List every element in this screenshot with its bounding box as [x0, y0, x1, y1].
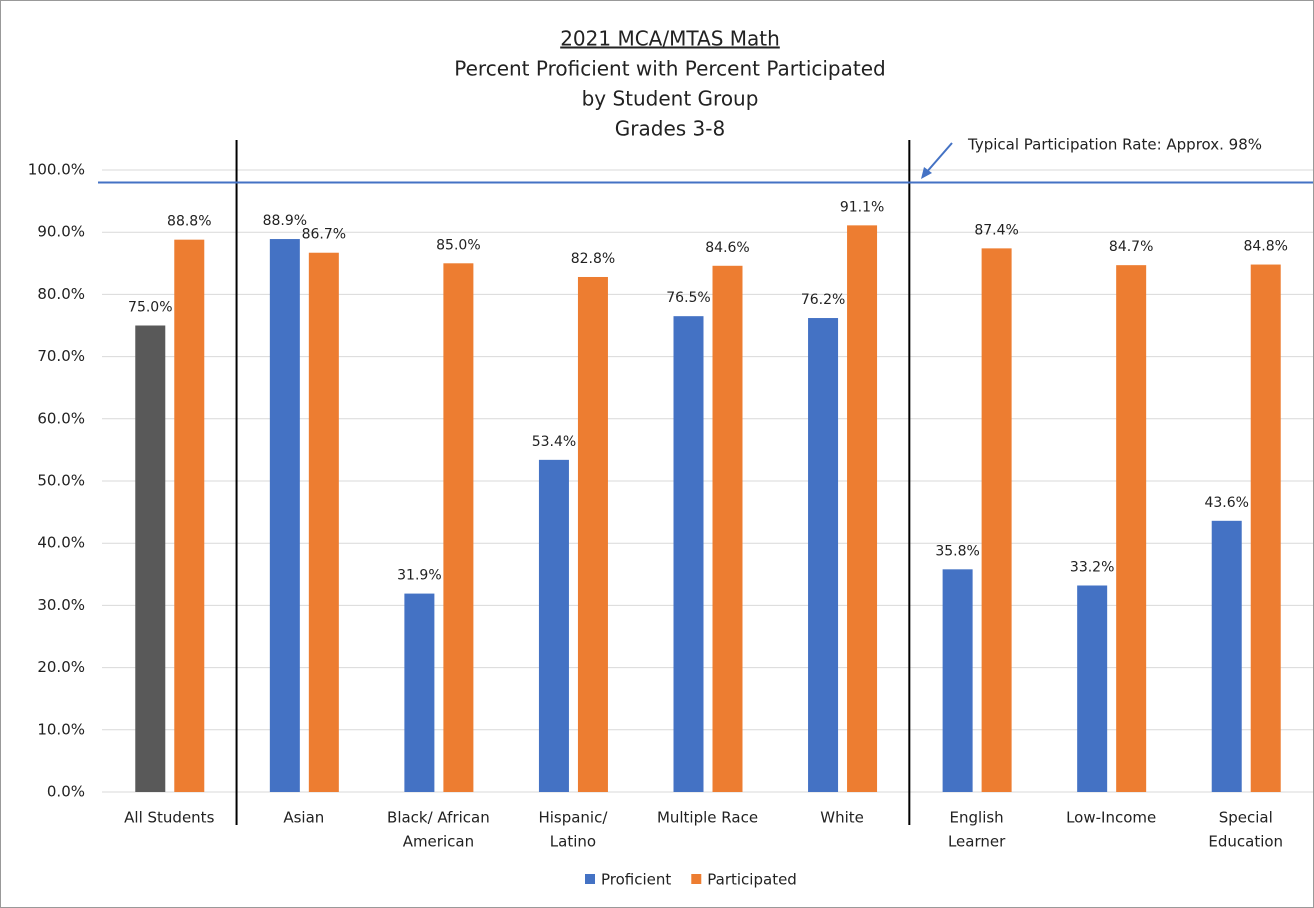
y-tick-label: 20.0%	[37, 658, 85, 676]
y-tick-label: 80.0%	[37, 285, 85, 303]
bar	[174, 239, 205, 792]
y-tick-label: 60.0%	[37, 409, 85, 427]
x-tick-label: Multiple Race	[657, 809, 758, 827]
value-label: 43.6%	[1204, 495, 1248, 511]
value-label: 88.8%	[167, 214, 211, 230]
chart-subtitle: Percent Proficient with Percent Particip…	[454, 57, 885, 81]
annotation-arrow	[924, 142, 953, 175]
legend-label: Proficient	[601, 871, 671, 889]
y-tick-label: 100.0%	[28, 161, 85, 179]
value-label: 85.0%	[436, 237, 480, 253]
chart-subtitle: Grades 3-8	[615, 117, 725, 141]
chart-subtitle: by Student Group	[582, 87, 759, 111]
y-tick-label: 0.0%	[47, 783, 85, 801]
bar	[308, 252, 339, 792]
value-label: 76.5%	[666, 290, 710, 306]
bar	[1116, 265, 1147, 792]
y-tick-label: 50.0%	[37, 472, 85, 490]
bar	[538, 459, 569, 792]
bar	[1211, 520, 1242, 792]
x-tick-label: Black/ African	[387, 809, 490, 827]
y-tick-label: 70.0%	[37, 347, 85, 365]
bar	[1077, 585, 1108, 792]
y-tick-label: 40.0%	[37, 534, 85, 552]
value-label: 33.2%	[1070, 559, 1114, 575]
value-label: 84.8%	[1243, 239, 1287, 255]
x-tick-label: English	[950, 809, 1004, 827]
x-tick-label: Education	[1208, 833, 1283, 851]
value-label: 88.9%	[263, 213, 307, 229]
bar	[942, 569, 973, 792]
bar	[443, 263, 474, 792]
bar	[847, 225, 878, 792]
value-label: 76.2%	[801, 292, 845, 308]
x-tick-label: Learner	[948, 833, 1006, 851]
value-label: 31.9%	[397, 568, 441, 584]
bar	[1250, 264, 1281, 792]
value-label: 84.7%	[1109, 239, 1153, 255]
reference-label: Typical Participation Rate: Approx. 98%	[967, 136, 1262, 154]
value-label: 84.6%	[705, 240, 749, 256]
x-tick-label: White	[820, 809, 864, 827]
y-tick-label: 10.0%	[37, 720, 85, 738]
value-label: 35.8%	[935, 543, 979, 559]
legend-swatch	[585, 874, 595, 884]
annotation-arrowhead	[921, 167, 932, 179]
value-label: 75.0%	[128, 300, 172, 316]
x-tick-label: All Students	[124, 809, 214, 827]
x-tick-label: Low-Income	[1066, 809, 1156, 827]
x-tick-label: American	[403, 833, 474, 851]
x-tick-label: Hispanic/	[538, 809, 608, 827]
legend-swatch	[691, 874, 702, 884]
bar	[808, 318, 839, 792]
chart-title: 2021 MCA/MTAS Math	[560, 27, 780, 51]
value-label: 53.4%	[532, 434, 576, 450]
x-tick-label: Latino	[550, 833, 596, 851]
bar	[135, 325, 166, 792]
bar	[712, 265, 743, 793]
x-tick-label: Asian	[283, 809, 324, 827]
y-tick-label: 30.0%	[37, 596, 85, 614]
bar	[577, 276, 608, 792]
bar	[269, 239, 300, 793]
value-label: 87.4%	[974, 222, 1018, 238]
x-tick-label: Special	[1219, 809, 1273, 827]
value-label: 91.1%	[840, 199, 884, 215]
bar	[981, 248, 1012, 792]
y-tick-label: 90.0%	[37, 223, 85, 241]
bar	[404, 593, 435, 792]
value-label: 82.8%	[571, 251, 615, 267]
value-label: 86.7%	[302, 227, 346, 243]
bar	[673, 316, 704, 792]
legend-label: Participated	[707, 871, 797, 889]
